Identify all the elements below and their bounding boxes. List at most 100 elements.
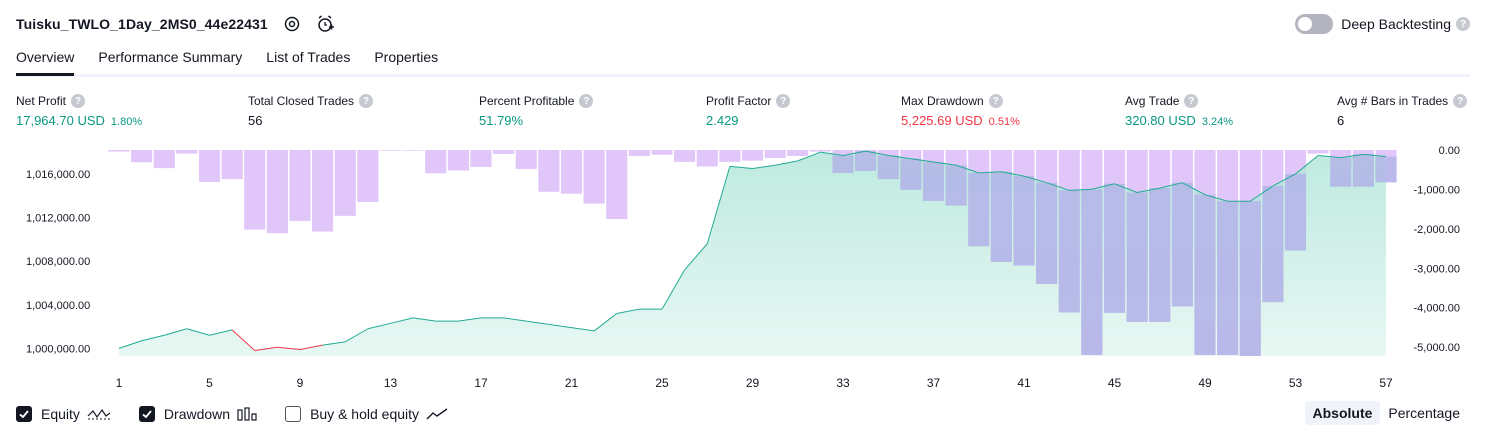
equity-segment <box>344 328 369 343</box>
metric-label: Percent Profitable <box>479 94 575 108</box>
add-alert-clock-icon[interactable] <box>316 14 336 34</box>
info-icon[interactable]: ? <box>359 94 374 108</box>
toggle-knob <box>1298 17 1313 31</box>
drawdown-overlap-bar <box>1171 182 1193 307</box>
left-tick-label: 1,004,000.00 <box>26 300 90 312</box>
right-tick-label: -4,000.00 <box>1414 303 1460 315</box>
drawdown-bar <box>741 150 764 161</box>
equity-segment <box>978 171 1002 174</box>
x-tick-label: 57 <box>1379 376 1393 390</box>
drawdown-bar <box>470 150 492 167</box>
mode-absolute-button[interactable]: Absolute <box>1304 401 1381 425</box>
info-icon[interactable]: ? <box>579 94 594 108</box>
drawdown-overlap-bar <box>832 155 854 173</box>
equity-segment <box>661 269 686 310</box>
drawdown-bar <box>198 150 221 182</box>
drawdown-bar <box>425 150 447 174</box>
info-icon[interactable]: ? <box>988 94 1003 108</box>
metric-label: Avg # Bars in Trades <box>1337 94 1449 108</box>
equity-segment <box>413 317 436 322</box>
metric-net-profit: Net Profit? 17,964.70 USD 1.80% <box>16 93 142 129</box>
x-tick-label: 41 <box>1017 376 1031 390</box>
drawdown-bar <box>176 150 198 154</box>
drawdown-overlap-bar <box>877 155 899 180</box>
equity-segment <box>299 344 323 350</box>
tab-overview[interactable]: Overview <box>16 46 75 76</box>
drawdown-overlap-bars <box>832 151 1397 356</box>
equity-segment <box>797 151 821 162</box>
equity-segment <box>141 334 165 342</box>
metric-percent: 3.24% <box>1201 116 1234 128</box>
settings-gear-icon[interactable] <box>282 14 302 34</box>
drawdown-overlap-bar <box>900 158 922 190</box>
x-tick-label: 13 <box>384 376 398 390</box>
info-icon[interactable]: ? <box>71 94 86 108</box>
equity-segment <box>1046 182 1070 191</box>
info-icon[interactable]: ? <box>1184 94 1199 108</box>
drawdown-bar <box>1307 150 1329 154</box>
x-tick-label: 33 <box>836 376 850 390</box>
equity-checkbox[interactable] <box>16 406 32 422</box>
drawdown-bars-icon <box>237 407 257 421</box>
drawdown-overlap-bar <box>1013 176 1035 266</box>
report-tabs: Overview Performance Summary List of Tra… <box>16 46 1470 77</box>
drawdown-overlap-bar <box>1103 183 1126 313</box>
equity-segment <box>1272 173 1296 187</box>
drawdown-bar <box>515 150 537 169</box>
equity-segment <box>593 313 618 332</box>
drawdown-overlap-bar <box>945 165 967 206</box>
legend-drawdown[interactable]: Drawdown <box>138 406 257 422</box>
legend-buy-hold[interactable]: Buy & hold equity <box>285 406 448 422</box>
x-tick-label: 37 <box>927 376 941 390</box>
metric-percent: 0.51% <box>988 116 1020 128</box>
right-tick-label: -2,000.00 <box>1414 224 1460 236</box>
metric-label: Total Closed Trades <box>248 94 355 108</box>
tab-list-of-trades[interactable]: List of Trades <box>266 49 351 65</box>
equity-segment <box>955 164 979 174</box>
tab-performance-summary[interactable]: Performance Summary <box>98 49 243 65</box>
drawdown-overlap-bar <box>1330 157 1352 187</box>
x-tick-label: 5 <box>206 376 213 390</box>
chart-legend: Equity Drawdown Buy & hold equity <box>16 403 476 425</box>
x-tick-label: 21 <box>565 376 579 390</box>
equity-drawdown-chart[interactable]: 1,000,000.00 1,004,000.00 1,008,000.00 1,01… <box>0 140 1486 400</box>
equity-segment <box>1023 175 1047 184</box>
deep-backtesting-toggle[interactable] <box>1295 14 1334 34</box>
equity-segment <box>616 308 640 314</box>
value-mode-switch: Absolute Percentage <box>1304 401 1469 425</box>
right-axis: 0.00 -1,000.00 -2,000.00 -3,000.00 -4,000.00… <box>1414 145 1460 354</box>
tab-properties[interactable]: Properties <box>374 49 439 65</box>
equity-segment <box>526 320 549 325</box>
deep-backtesting-help-icon[interactable]: ? <box>1456 17 1470 31</box>
drawdown-bar <box>312 150 334 232</box>
drawdown-checkbox[interactable] <box>138 406 155 422</box>
equity-segment <box>1204 194 1228 202</box>
equity-segment <box>1001 171 1025 177</box>
equity-segment <box>775 160 798 166</box>
x-tick-label: 45 <box>1108 376 1122 390</box>
left-tick-label: 1,000,000.00 <box>26 343 90 355</box>
buy-hold-checkbox[interactable] <box>285 406 302 422</box>
equity-segment <box>209 329 233 336</box>
info-icon[interactable]: ? <box>1453 94 1468 108</box>
drawdown-bar <box>402 150 424 151</box>
info-icon[interactable]: ? <box>776 94 791 108</box>
metric-value: 6 <box>1337 113 1345 128</box>
metric-value: 17,964.70 USD <box>16 113 105 128</box>
x-tick-label: 49 <box>1198 376 1212 390</box>
drawdown-bar <box>809 150 831 152</box>
legend-label: Drawdown <box>163 406 231 422</box>
drawdown-bar <box>357 150 379 203</box>
drawdown-overlap-bar <box>1149 188 1171 322</box>
drawdown-bar <box>674 150 696 162</box>
mode-percentage-button[interactable]: Percentage <box>1388 405 1460 421</box>
legend-equity[interactable]: Equity <box>16 406 111 422</box>
drawdown-bar <box>764 150 786 158</box>
equity-segment <box>729 165 753 170</box>
drawdown-bar <box>583 150 605 204</box>
equity-segment <box>910 158 934 163</box>
drawdown-bar <box>538 150 560 192</box>
drawdown-bar <box>606 150 628 219</box>
drawdown-bar <box>131 150 153 163</box>
drawdown-bar <box>696 150 718 167</box>
